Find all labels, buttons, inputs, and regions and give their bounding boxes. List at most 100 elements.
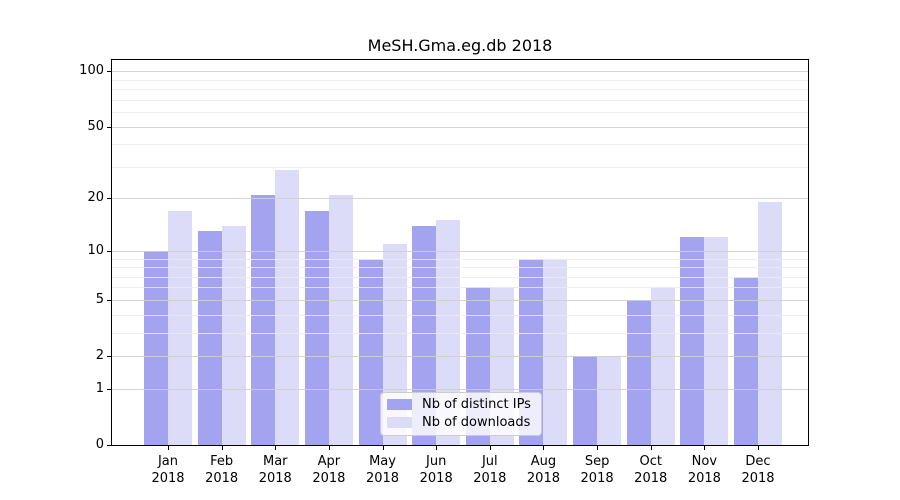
y-tick-label: 100: [79, 63, 104, 79]
x-tick: [489, 445, 491, 450]
x-tick-label: Dec 2018: [726, 453, 790, 487]
x-tick-year: 2018: [365, 471, 400, 486]
legend-label-distinct-ips: Nb of distinct IPs: [422, 397, 531, 412]
y-tick: [107, 71, 112, 73]
x-tick-year: 2018: [687, 471, 721, 486]
legend-item-distinct-ips: Nb of distinct IPs: [387, 397, 531, 412]
x-tick-month: Dec: [745, 454, 771, 469]
x-tick: [758, 445, 759, 450]
minor-gridline: [112, 314, 808, 316]
x-tick: [650, 445, 652, 450]
legend-swatch-distinct-ips: [387, 399, 412, 410]
axis-top: [111, 59, 809, 60]
x-tick-month: Sep: [584, 454, 610, 469]
bar-distinct-ips-nov: [680, 237, 705, 445]
x-tick-label: Apr 2018: [297, 453, 361, 487]
y-tick: [107, 198, 112, 200]
y-tick: [107, 388, 112, 390]
y-tick-label: 0: [95, 437, 104, 452]
major-gridline: [112, 356, 808, 358]
minor-gridline: [112, 166, 808, 168]
major-gridline: [112, 198, 808, 200]
y-tick-label: 10: [87, 242, 104, 258]
x-tick: [275, 445, 277, 450]
x-tick-year: 2018: [151, 471, 185, 486]
minor-gridline: [112, 99, 808, 101]
minor-gridline: [112, 276, 808, 278]
x-tick-year: 2018: [634, 471, 668, 486]
bar-distinct-ips-may: [358, 258, 383, 445]
bar-distinct-ips-oct: [626, 299, 651, 445]
y-tick-label: 5: [95, 291, 104, 307]
bar-distinct-ips-sep: [573, 356, 598, 445]
major-gridline: [112, 388, 808, 390]
x-tick-month: Mar: [263, 454, 288, 469]
x-tick-month: Jan: [157, 454, 179, 469]
chart-title: MeSH.Gma.eg.db 2018: [367, 36, 553, 55]
bar-downloads-sep: [597, 356, 622, 445]
x-tick-year: 2018: [258, 471, 292, 486]
y-tick: [107, 126, 112, 128]
x-tick-label: Jan 2018: [136, 453, 200, 487]
x-tick: [704, 445, 706, 450]
x-tick-month: Oct: [639, 454, 662, 469]
y-tick-label: 1: [95, 380, 104, 396]
x-tick-label: Jul 2018: [458, 453, 522, 487]
minor-gridline: [112, 112, 808, 114]
y-tick: [107, 250, 112, 252]
bar-downloads-mar: [275, 169, 300, 445]
x-tick: [543, 445, 545, 450]
x-tick-label: Oct 2018: [619, 453, 683, 487]
major-gridline: [112, 299, 808, 301]
x-tick: [436, 445, 438, 450]
bar-distinct-ips-jan: [144, 250, 168, 445]
minor-gridline: [112, 144, 808, 146]
x-tick-month: Nov: [691, 454, 718, 469]
minor-gridline: [112, 267, 808, 269]
legend-item-downloads: Nb of downloads: [387, 415, 531, 430]
x-tick: [382, 445, 384, 450]
bar-downloads-apr: [328, 194, 353, 445]
bar-downloads-aug: [543, 258, 568, 445]
x-tick-label: Jun 2018: [404, 453, 468, 487]
x-tick-year: 2018: [580, 471, 614, 486]
bar-distinct-ips-apr: [304, 210, 329, 445]
y-tick: [107, 299, 112, 301]
major-gridline: [112, 250, 808, 252]
x-tick-year: 2018: [312, 471, 346, 486]
legend: Nb of distinct IPs Nb of downloads: [380, 392, 542, 436]
x-tick-year: 2018: [526, 471, 560, 486]
minor-gridline: [112, 89, 808, 91]
bar-downloads-feb: [221, 225, 246, 445]
axis-left: [111, 60, 112, 446]
x-tick-label: Sep 2018: [565, 453, 629, 487]
bar-downloads-nov: [704, 237, 729, 445]
x-tick-month: Feb: [210, 454, 234, 469]
y-tick: [107, 356, 112, 358]
x-tick-month: May: [369, 454, 396, 469]
x-tick-month: Jun: [426, 454, 447, 469]
x-tick-label: Nov 2018: [672, 453, 736, 487]
minor-gridline: [112, 332, 808, 334]
axis-bottom: [111, 445, 809, 446]
x-tick-month: Jul: [481, 454, 498, 469]
minor-gridline: [112, 258, 808, 260]
minor-gridline: [112, 79, 808, 81]
y-tick-label: 2: [95, 348, 104, 364]
bar-downloads-oct: [650, 287, 675, 445]
x-tick-label: May 2018: [351, 453, 415, 487]
major-gridline: [112, 71, 808, 73]
x-tick: [221, 445, 223, 450]
bar-distinct-ips-mar: [251, 194, 276, 445]
x-tick: [597, 445, 599, 450]
y-tick-label: 50: [87, 118, 104, 134]
y-tick: [107, 445, 112, 446]
x-tick: [328, 445, 330, 450]
x-tick-year: 2018: [419, 471, 453, 486]
bar-downloads-jan: [168, 210, 192, 445]
bar-distinct-ips-dec: [734, 276, 758, 445]
x-tick-label: Aug 2018: [511, 453, 575, 487]
x-tick-year: 2018: [473, 471, 507, 486]
axis-right: [808, 60, 809, 446]
